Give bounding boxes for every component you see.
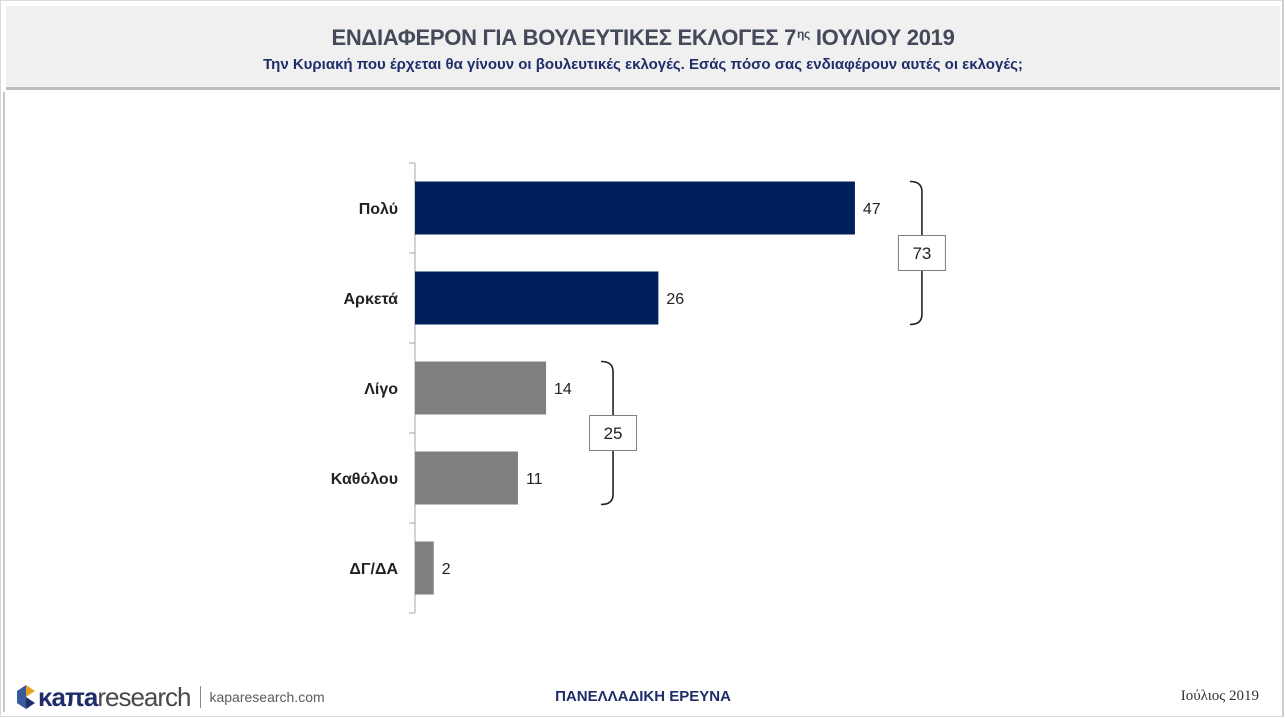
category-label: Αρκετά (344, 291, 399, 308)
logo-url: kaparesearch.com (209, 689, 325, 705)
group-total-box (589, 415, 638, 451)
value-label: 26 (666, 291, 684, 308)
value-label: 11 (526, 471, 543, 488)
bar-4 (415, 451, 518, 505)
category-label: Λίγο (364, 381, 398, 398)
value-label: 14 (554, 381, 572, 398)
title-end: ΙΟΥΛΙΟΥ 2019 (810, 25, 955, 50)
kapa-logo-icon (16, 684, 36, 710)
category-label: ΔΓ/ΔΑ (349, 561, 398, 578)
chart-subtitle: Την Κυριακή που έρχεται θα γίνουν οι βου… (263, 56, 1023, 73)
bar-5 (415, 541, 434, 595)
bar-3 (415, 361, 547, 415)
title-main: ΕΝΔΙΑΦΕΡΟΝ ΓΙΑ ΒΟΥΛΕΥΤΙΚΕΣ ΕΚΛΟΓΕΣ 7 (331, 25, 797, 50)
header: ΕΝΔΙΑΦΕΡΟΝ ΓΙΑ ΒΟΥΛΕΥΤΙΚΕΣ ΕΚΛΟΓΕΣ 7ης Ι… (6, 6, 1280, 90)
category-label: Πολύ (359, 201, 398, 218)
bar-2 (415, 271, 659, 325)
group-total-label: 73 (912, 244, 931, 263)
left-rule (3, 92, 5, 712)
footer-date: Ιούλιος 2019 (1180, 688, 1259, 704)
kapa-research-logo: κaπaresearch kaparesearch.com (16, 682, 325, 712)
group-total-box (897, 235, 946, 271)
logo-wordmark: κaπaresearch (38, 681, 191, 713)
logo-separator (200, 686, 202, 708)
chart-title: ΕΝΔΙΑΦΕΡΟΝ ΓΙΑ ΒΟΥΛΕΥΤΙΚΕΣ ΕΚΛΟΓΕΣ 7ης Ι… (6, 25, 1280, 51)
logo-brand: κaπa (38, 681, 98, 712)
category-label: Καθόλου (331, 471, 398, 488)
value-label: 2 (442, 561, 451, 578)
value-label: 47 (863, 201, 881, 218)
title-superscript: ης (797, 27, 811, 41)
group-total-label: 25 (604, 424, 623, 443)
logo-research: research (97, 681, 191, 712)
footer-survey-label: ΠΑΝΕΛΛΑΔΙΚΗ ΕΡΕΥΝΑ (555, 688, 731, 705)
bar-1 (415, 181, 855, 235)
